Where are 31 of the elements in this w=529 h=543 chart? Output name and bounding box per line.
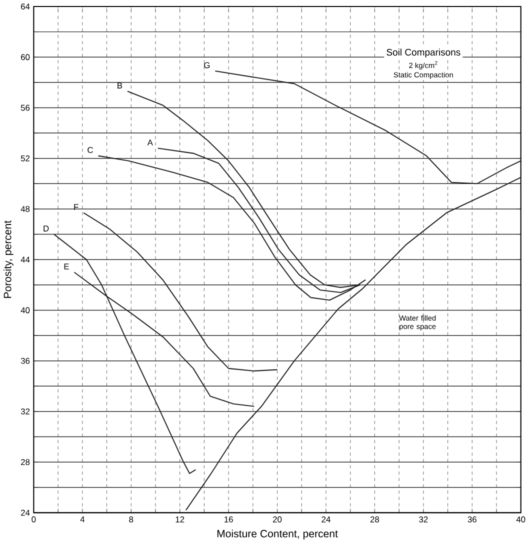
y-tick-label: 56 (20, 104, 30, 111)
x-tick-label: 16 (224, 516, 233, 522)
x-axis-title: Moisture Content, percent (217, 530, 338, 540)
y-tick-label: 36 (20, 358, 30, 364)
y-axis-title: Porosity, percent (3, 220, 14, 298)
series-label: E (64, 264, 69, 270)
text: Soil Comparisons (386, 48, 460, 58)
x-tick-label: 24 (322, 516, 330, 522)
series-label: D (44, 226, 49, 232)
y-tick-label: 44 (20, 256, 30, 263)
y-tick-label: 40 (20, 307, 30, 314)
series-label: G (204, 62, 210, 68)
x-tick-label: 12 (176, 516, 184, 522)
series-label: C (88, 147, 93, 153)
y-tick-label: 32 (20, 408, 30, 414)
series-label: B (118, 82, 122, 88)
y-tick-label: 60 (20, 54, 30, 60)
y-tick-label: 48 (20, 206, 30, 212)
x-tick-label: 20 (272, 516, 282, 522)
x-tick-label: 4 (80, 516, 84, 522)
series-label: A (147, 140, 153, 146)
y-tick-label: 28 (20, 459, 30, 466)
y-tick-label: 52 (20, 155, 30, 162)
x-tick-label: 8 (129, 516, 134, 522)
x-tick-label: 0 (32, 516, 36, 522)
y-tick-label: 64 (20, 4, 30, 10)
x-tick-label: 28 (370, 516, 379, 522)
x-tick-label: 32 (419, 516, 428, 522)
x-tick-label: 40 (516, 516, 526, 522)
x-tick-label: 36 (468, 516, 476, 522)
y-tick-label: 24 (20, 510, 30, 516)
